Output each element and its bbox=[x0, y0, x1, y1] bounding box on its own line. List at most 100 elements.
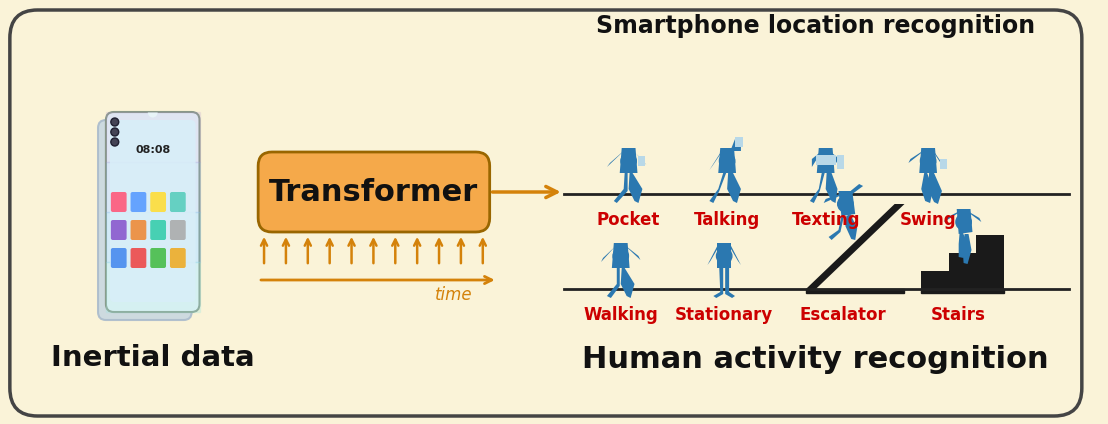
Text: Stationary: Stationary bbox=[675, 306, 773, 324]
Circle shape bbox=[956, 214, 972, 230]
Polygon shape bbox=[839, 191, 855, 216]
FancyBboxPatch shape bbox=[131, 192, 146, 212]
Polygon shape bbox=[601, 245, 617, 262]
Polygon shape bbox=[707, 244, 720, 265]
Polygon shape bbox=[920, 148, 937, 173]
Circle shape bbox=[717, 248, 732, 264]
Text: Swing: Swing bbox=[900, 211, 956, 229]
Polygon shape bbox=[607, 268, 619, 298]
Circle shape bbox=[613, 248, 628, 264]
Text: Talking: Talking bbox=[694, 211, 760, 229]
Bar bbox=[106, 112, 199, 162]
Text: Texting: Texting bbox=[791, 211, 860, 229]
Bar bbox=[106, 212, 199, 262]
Polygon shape bbox=[829, 214, 844, 240]
Polygon shape bbox=[830, 151, 840, 167]
FancyBboxPatch shape bbox=[170, 192, 186, 212]
Circle shape bbox=[112, 120, 117, 125]
Polygon shape bbox=[709, 150, 724, 170]
Polygon shape bbox=[727, 173, 741, 203]
FancyBboxPatch shape bbox=[111, 192, 126, 212]
Text: Inertial data: Inertial data bbox=[51, 344, 255, 372]
Circle shape bbox=[111, 128, 119, 136]
FancyBboxPatch shape bbox=[98, 120, 192, 320]
FancyBboxPatch shape bbox=[111, 248, 126, 268]
Bar bbox=[921, 289, 1004, 293]
FancyBboxPatch shape bbox=[131, 248, 146, 268]
Polygon shape bbox=[731, 139, 741, 151]
Polygon shape bbox=[812, 151, 822, 167]
Polygon shape bbox=[940, 159, 947, 169]
Polygon shape bbox=[825, 173, 838, 203]
Circle shape bbox=[112, 139, 117, 145]
Circle shape bbox=[112, 129, 117, 134]
Bar bbox=[948, 253, 1004, 271]
Polygon shape bbox=[628, 173, 643, 203]
Polygon shape bbox=[725, 268, 735, 298]
Polygon shape bbox=[625, 245, 640, 260]
FancyBboxPatch shape bbox=[106, 112, 199, 312]
FancyBboxPatch shape bbox=[170, 248, 186, 268]
Polygon shape bbox=[845, 214, 858, 240]
Polygon shape bbox=[817, 148, 834, 173]
FancyBboxPatch shape bbox=[151, 248, 166, 268]
Circle shape bbox=[111, 118, 119, 126]
Text: Walking: Walking bbox=[583, 306, 658, 324]
FancyBboxPatch shape bbox=[151, 192, 166, 212]
Text: Stairs: Stairs bbox=[931, 306, 985, 324]
Text: Escalator: Escalator bbox=[799, 306, 885, 324]
Polygon shape bbox=[944, 211, 960, 222]
Polygon shape bbox=[806, 204, 904, 289]
FancyBboxPatch shape bbox=[151, 220, 166, 240]
Polygon shape bbox=[607, 150, 625, 167]
Text: 08:08: 08:08 bbox=[135, 145, 171, 155]
Polygon shape bbox=[921, 173, 933, 203]
Polygon shape bbox=[956, 209, 973, 234]
Polygon shape bbox=[815, 155, 835, 165]
Polygon shape bbox=[728, 244, 741, 265]
Polygon shape bbox=[810, 173, 824, 203]
FancyBboxPatch shape bbox=[111, 220, 126, 240]
Circle shape bbox=[921, 153, 936, 169]
Polygon shape bbox=[932, 150, 946, 169]
Polygon shape bbox=[850, 184, 863, 194]
FancyBboxPatch shape bbox=[110, 120, 196, 302]
Polygon shape bbox=[714, 268, 724, 298]
Bar bbox=[106, 162, 199, 212]
Bar bbox=[976, 235, 1004, 253]
Polygon shape bbox=[717, 243, 731, 268]
FancyBboxPatch shape bbox=[131, 220, 146, 240]
Polygon shape bbox=[963, 234, 972, 264]
Polygon shape bbox=[967, 211, 982, 222]
Wedge shape bbox=[147, 112, 157, 117]
Bar bbox=[921, 271, 1004, 289]
Polygon shape bbox=[638, 156, 645, 166]
Circle shape bbox=[838, 196, 853, 212]
Bar bbox=[106, 262, 199, 312]
Polygon shape bbox=[958, 232, 967, 258]
Circle shape bbox=[719, 153, 735, 169]
Polygon shape bbox=[909, 150, 924, 163]
Polygon shape bbox=[614, 173, 627, 203]
Text: Smartphone location recognition: Smartphone location recognition bbox=[596, 14, 1035, 38]
Text: Pocket: Pocket bbox=[597, 211, 660, 229]
Polygon shape bbox=[633, 150, 646, 165]
Polygon shape bbox=[823, 193, 842, 203]
Polygon shape bbox=[929, 173, 942, 204]
FancyBboxPatch shape bbox=[170, 220, 186, 240]
Polygon shape bbox=[620, 268, 635, 298]
Polygon shape bbox=[838, 155, 844, 169]
Polygon shape bbox=[619, 148, 637, 173]
Polygon shape bbox=[612, 243, 629, 268]
Polygon shape bbox=[709, 173, 726, 203]
FancyBboxPatch shape bbox=[258, 152, 490, 232]
Polygon shape bbox=[718, 148, 736, 173]
Circle shape bbox=[111, 138, 119, 146]
Circle shape bbox=[620, 153, 636, 169]
Circle shape bbox=[818, 153, 833, 169]
Text: Human activity recognition: Human activity recognition bbox=[583, 345, 1049, 374]
Bar bbox=[806, 289, 904, 293]
Text: Transformer: Transformer bbox=[269, 178, 479, 206]
Polygon shape bbox=[735, 137, 742, 147]
Text: time: time bbox=[435, 286, 473, 304]
